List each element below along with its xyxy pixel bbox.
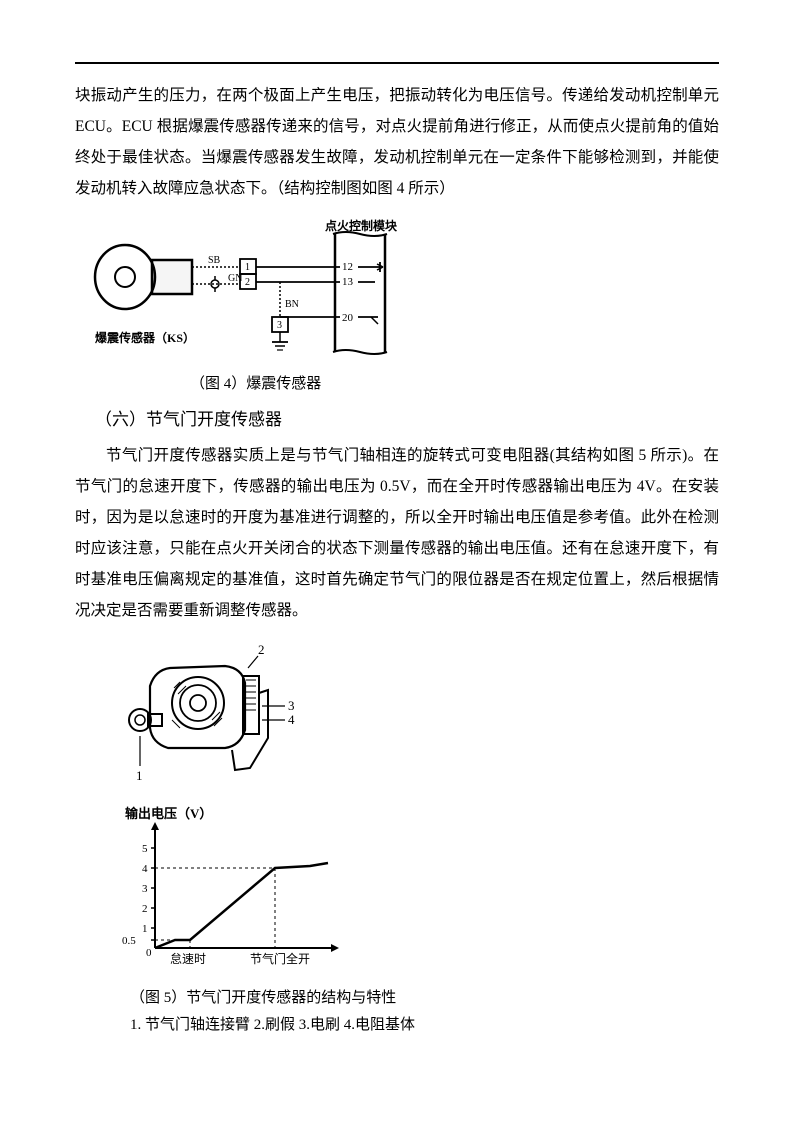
svg-text:1: 1 — [136, 768, 143, 783]
svg-text:4: 4 — [142, 863, 148, 875]
svg-text:2: 2 — [142, 903, 148, 915]
svg-text:3: 3 — [142, 883, 148, 895]
svg-text:怠速时: 怠速时 — [170, 952, 206, 966]
svg-text:5: 5 — [142, 843, 148, 855]
paragraph-1: 块振动产生的压力，在两个极面上产生电压，把振动转化为电压信号。传递给发动机控制单… — [75, 80, 719, 204]
figure-5: 1 2 3 4 输出电压（V） 0.5 0 1 2 3 — [100, 638, 719, 983]
svg-text:2: 2 — [245, 277, 250, 288]
svg-text:1: 1 — [142, 923, 148, 935]
svg-text:SB: SB — [208, 255, 221, 266]
svg-text:输出电压（V）: 输出电压（V） — [125, 806, 212, 821]
svg-text:1: 1 — [245, 262, 250, 273]
svg-text:节气门全开: 节气门全开 — [250, 951, 310, 966]
svg-text:4: 4 — [288, 712, 295, 727]
svg-text:BN: BN — [285, 299, 299, 310]
top-divider — [75, 62, 719, 64]
figure-4: SB GN 1 2 BN 3 点火控制模块 12 13 — [80, 212, 719, 367]
svg-text:0: 0 — [146, 947, 152, 959]
svg-text:2: 2 — [258, 642, 265, 657]
svg-text:点火控制模块: 点火控制模块 — [325, 218, 398, 233]
svg-text:爆震传感器（KS）: 爆震传感器（KS） — [95, 330, 195, 345]
section-6-heading: （六）节气门开度传感器 — [95, 405, 719, 430]
svg-text:3: 3 — [288, 698, 295, 713]
svg-text:13: 13 — [342, 276, 354, 288]
figure-5-legend: 1. 节气门轴连接臂 2.刷假 3.电刷 4.电阻基体 — [130, 1013, 719, 1034]
svg-text:20: 20 — [342, 312, 354, 324]
paragraph-2: 节气门开度传感器实质上是与节气门轴相连的旋转式可变电阻器(其结构如图 5 所示)… — [75, 440, 719, 626]
svg-text:12: 12 — [342, 261, 353, 273]
figure-5-caption: （图 5）节气门开度传感器的结构与特性 — [130, 986, 719, 1007]
svg-text:0.5: 0.5 — [122, 935, 136, 947]
svg-text:3: 3 — [277, 320, 282, 331]
figure-4-caption: （图 4）爆震传感器 — [190, 372, 719, 393]
